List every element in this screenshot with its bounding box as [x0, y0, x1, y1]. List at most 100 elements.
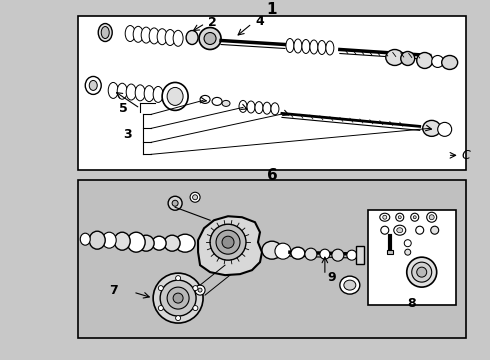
Ellipse shape — [138, 235, 154, 251]
Ellipse shape — [173, 30, 183, 46]
Ellipse shape — [222, 100, 230, 107]
Ellipse shape — [167, 87, 183, 105]
Circle shape — [173, 293, 183, 303]
Ellipse shape — [427, 212, 437, 222]
Ellipse shape — [423, 120, 441, 136]
Circle shape — [416, 267, 427, 277]
Ellipse shape — [310, 40, 318, 54]
Ellipse shape — [340, 276, 360, 294]
Ellipse shape — [286, 39, 294, 53]
Ellipse shape — [157, 29, 167, 45]
Ellipse shape — [102, 232, 116, 248]
Ellipse shape — [98, 23, 112, 41]
Ellipse shape — [255, 102, 263, 114]
Ellipse shape — [262, 241, 282, 259]
Bar — [368, 210, 456, 305]
Circle shape — [407, 257, 437, 287]
Bar — [356, 246, 364, 264]
Circle shape — [193, 195, 197, 200]
Ellipse shape — [305, 248, 317, 260]
Circle shape — [153, 273, 203, 323]
Circle shape — [199, 27, 221, 49]
Circle shape — [175, 276, 181, 281]
Ellipse shape — [326, 41, 334, 55]
Ellipse shape — [175, 234, 195, 252]
Ellipse shape — [101, 27, 109, 39]
Ellipse shape — [271, 103, 279, 115]
Circle shape — [210, 224, 246, 260]
Circle shape — [405, 249, 411, 255]
Ellipse shape — [149, 28, 159, 44]
Ellipse shape — [141, 27, 151, 43]
Text: 9: 9 — [328, 271, 337, 284]
Circle shape — [416, 226, 424, 234]
Polygon shape — [198, 216, 262, 275]
Circle shape — [160, 280, 196, 316]
Bar — [78, 180, 466, 338]
Ellipse shape — [386, 49, 404, 66]
Ellipse shape — [126, 84, 136, 100]
Ellipse shape — [318, 41, 326, 54]
Text: 5: 5 — [120, 102, 128, 115]
Circle shape — [175, 316, 181, 320]
Circle shape — [195, 285, 205, 295]
Circle shape — [193, 285, 198, 291]
Text: 7: 7 — [109, 284, 118, 297]
Ellipse shape — [89, 231, 105, 249]
Ellipse shape — [302, 40, 310, 54]
Ellipse shape — [133, 26, 143, 42]
Ellipse shape — [441, 55, 458, 69]
Text: C: C — [462, 149, 470, 162]
Ellipse shape — [144, 86, 154, 102]
Ellipse shape — [394, 225, 406, 235]
Ellipse shape — [127, 232, 145, 252]
Ellipse shape — [212, 98, 222, 105]
Ellipse shape — [344, 280, 356, 290]
Ellipse shape — [401, 51, 415, 66]
Text: 1: 1 — [267, 2, 277, 17]
Ellipse shape — [397, 228, 403, 233]
Ellipse shape — [200, 95, 210, 103]
Circle shape — [222, 236, 234, 248]
Circle shape — [411, 213, 419, 221]
Circle shape — [167, 287, 189, 309]
Circle shape — [404, 240, 411, 247]
Circle shape — [198, 288, 202, 292]
Ellipse shape — [153, 86, 163, 102]
Circle shape — [413, 216, 416, 219]
Circle shape — [172, 200, 178, 206]
Circle shape — [396, 213, 404, 221]
Bar — [78, 15, 466, 170]
Circle shape — [193, 306, 198, 311]
Text: 2: 2 — [208, 16, 217, 29]
Circle shape — [158, 306, 163, 311]
Ellipse shape — [438, 122, 452, 136]
Ellipse shape — [114, 232, 130, 250]
Text: 4: 4 — [255, 15, 264, 28]
Ellipse shape — [162, 82, 188, 111]
Ellipse shape — [239, 100, 247, 112]
Bar — [387, 250, 393, 254]
Ellipse shape — [275, 243, 291, 259]
Ellipse shape — [263, 102, 271, 114]
Text: 6: 6 — [267, 168, 277, 183]
Circle shape — [190, 192, 200, 202]
Circle shape — [431, 226, 439, 234]
Ellipse shape — [294, 39, 302, 53]
Ellipse shape — [247, 101, 255, 113]
Circle shape — [412, 262, 432, 282]
Ellipse shape — [332, 249, 344, 261]
Ellipse shape — [80, 233, 90, 245]
Ellipse shape — [165, 30, 175, 45]
Text: 3: 3 — [123, 128, 132, 141]
Circle shape — [168, 196, 182, 210]
Ellipse shape — [320, 249, 330, 259]
Ellipse shape — [135, 85, 145, 101]
Ellipse shape — [152, 236, 166, 250]
Ellipse shape — [117, 83, 127, 99]
Ellipse shape — [108, 82, 118, 98]
Ellipse shape — [186, 31, 198, 45]
Circle shape — [158, 285, 163, 291]
Text: 8: 8 — [407, 297, 416, 310]
Ellipse shape — [380, 213, 390, 221]
